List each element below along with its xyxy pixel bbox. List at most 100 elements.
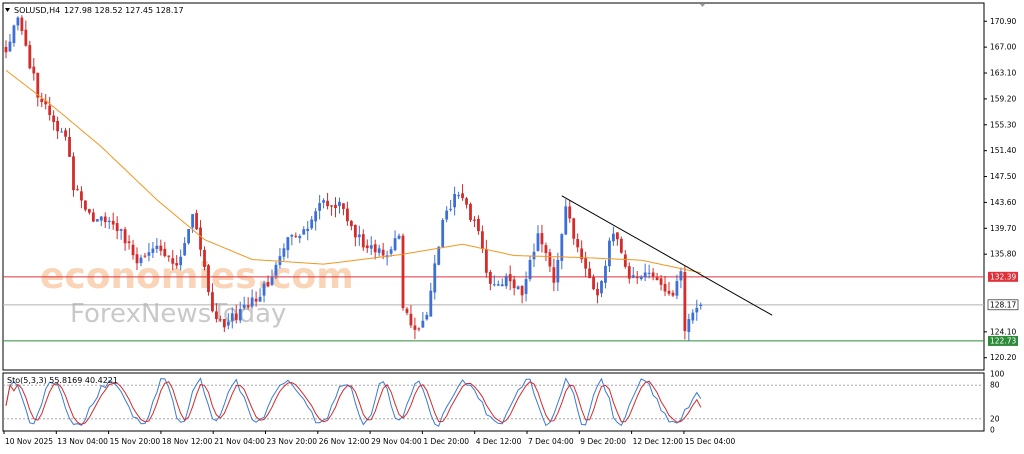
candle-body: [36, 72, 40, 98]
candle-body: [298, 235, 302, 239]
candle-body: [127, 241, 131, 244]
candle-body: [183, 243, 187, 256]
candle-body: [143, 255, 147, 257]
candle-body: [604, 265, 607, 283]
candle-body: [592, 277, 595, 290]
price-tag-label-resistance: 132.39: [990, 273, 1016, 282]
candle-body: [643, 272, 647, 278]
candle-body: [588, 268, 591, 279]
price-tag-resistance: [988, 271, 1018, 282]
candle-body: [250, 297, 254, 307]
price-axis: 170.90 167.00 163.10 159.20 155.30 151.40 147.…: [984, 17, 1016, 362]
main-plot-frame: [2, 2, 985, 371]
stoch-indicator-label: Sto(5,3,3) 55.8169 40.4221: [7, 376, 118, 385]
time-tick-label: 15 Nov 20:00: [110, 437, 161, 446]
candle-body: [421, 320, 425, 328]
candle-body: [477, 218, 480, 232]
stoch-main-line: [5, 377, 702, 428]
candle-body: [612, 233, 615, 242]
time-tick-label: 12 Dec 12:00: [633, 437, 684, 446]
price-tick-label: 155.30: [990, 120, 1016, 129]
candle-body: [107, 220, 111, 223]
candle-body: [191, 214, 194, 228]
candle-body: [484, 249, 488, 273]
candle-body: [139, 257, 143, 264]
candle-body: [488, 272, 492, 284]
candle-body: [544, 245, 548, 253]
candle-body: [508, 274, 512, 282]
moving-average-layer: [5, 70, 701, 274]
candle-body: [691, 312, 695, 321]
candle-body: [429, 290, 433, 317]
candle-body: [270, 277, 274, 285]
candle-body: [64, 130, 67, 137]
candle-body: [207, 265, 210, 293]
candle-body: [349, 220, 353, 227]
candle-body: [469, 203, 472, 221]
candle-body: [16, 17, 20, 26]
candle-body: [536, 233, 540, 251]
ohlc-readout: 127.98 128.52 127.45 128.17: [64, 6, 184, 15]
candle-body: [326, 200, 329, 207]
price-tick-label: 139.70: [990, 224, 1016, 233]
candle-body: [218, 319, 222, 321]
candle-body: [449, 208, 453, 210]
candle-body: [179, 256, 183, 266]
price-tag-label-support: 122.73: [990, 337, 1016, 346]
candle-body: [238, 309, 242, 321]
watermark-forexnewstoday: ForexNewsToday: [70, 299, 286, 329]
candle-body: [84, 200, 87, 210]
candle-body: [627, 266, 631, 279]
candle-body: [413, 325, 417, 330]
descending-trendline[interactable]: [561, 195, 773, 316]
candle-body: [103, 216, 107, 223]
trendline-layer[interactable]: [561, 195, 773, 316]
candle-body: [56, 120, 60, 132]
price-tick-label: 124.10: [990, 327, 1016, 336]
candle-body: [234, 313, 238, 320]
stoch-plot-frame: [2, 372, 985, 432]
price-tick-label: 143.60: [990, 198, 1016, 207]
candle-body: [619, 238, 623, 253]
candle-body: [8, 41, 12, 52]
candle-body: [596, 288, 599, 296]
candle-body: [409, 313, 413, 326]
candle-body: [584, 257, 588, 269]
candle-body: [338, 201, 341, 207]
candle-body: [568, 206, 572, 219]
time-tick-label: 10 Nov 2025: [5, 437, 53, 446]
candle-body: [576, 239, 580, 248]
stoch-tick-label: 80: [990, 381, 1000, 390]
time-tick-label: 26 Nov 12:00: [319, 437, 370, 446]
time-axis: 10 Nov 2025 13 Nov 04:00 15 Nov 20:00 18 No…: [3, 431, 736, 446]
candle-body: [290, 235, 294, 237]
candle-body: [95, 219, 99, 222]
stoch-signal-line: [5, 380, 702, 425]
candle-body: [99, 216, 103, 221]
candle-body: [195, 213, 198, 230]
candle-body: [663, 283, 667, 292]
price-tick-label: 159.20: [990, 94, 1016, 103]
candle-body: [405, 308, 409, 313]
candle-body: [572, 218, 576, 239]
candle-body: [512, 279, 516, 289]
candle-body: [258, 296, 262, 302]
levels-layer: [3, 276, 984, 342]
candle-body: [623, 254, 627, 267]
candle-body: [433, 263, 437, 293]
candle-body: [631, 275, 635, 278]
candle-body: [552, 267, 556, 283]
candle-body: [60, 131, 63, 133]
candle-body: [80, 191, 83, 201]
symbol-menu-icon[interactable]: [5, 8, 10, 12]
candle-body: [473, 219, 476, 221]
candle-body: [353, 224, 357, 238]
chart-shift-marker-icon[interactable]: [700, 4, 705, 7]
candle-body: [20, 17, 24, 32]
candle-body: [322, 200, 325, 203]
price-tick-label: 170.90: [990, 17, 1016, 26]
candle-body: [675, 281, 679, 296]
candle-body: [397, 235, 401, 239]
